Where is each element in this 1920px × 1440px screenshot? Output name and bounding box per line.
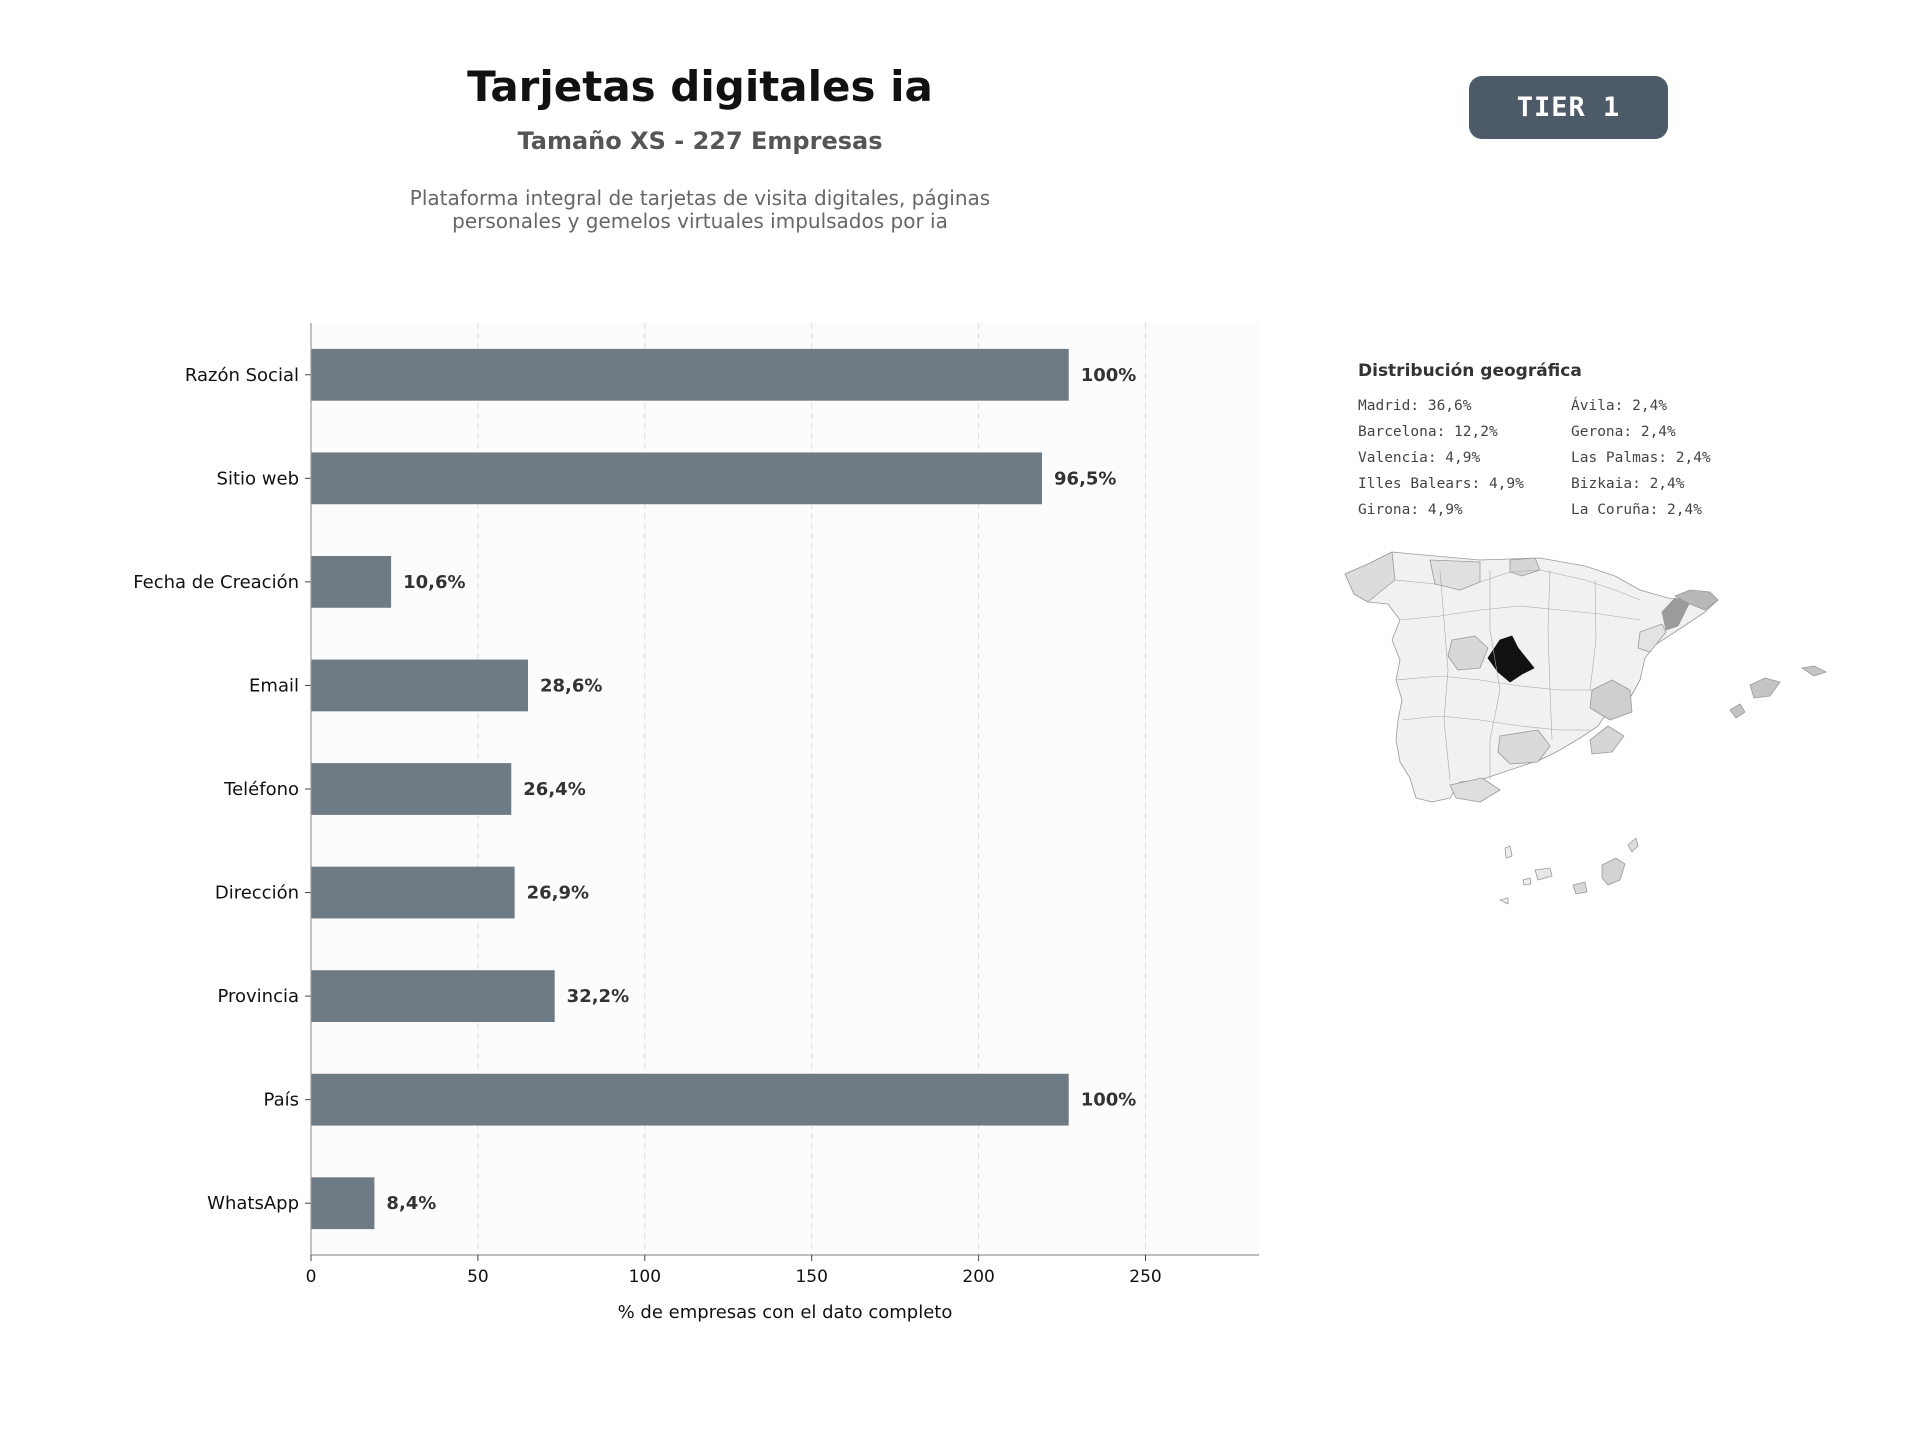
geo-item: La Coruña: 2,4% xyxy=(1571,502,1702,518)
map-island-menorca xyxy=(1801,665,1827,677)
x-tick-label: 0 xyxy=(306,1267,317,1287)
spain-map xyxy=(1344,551,1827,905)
geo-item: Madrid: 36,6% xyxy=(1358,398,1472,414)
geo-item: Girona: 4,9% xyxy=(1358,502,1463,518)
data-label: 100% xyxy=(1081,1090,1137,1111)
bar-chart: Razón Social 100% Sitio web 96,5% Fecha de C… xyxy=(133,323,1259,1323)
map-island-hierro xyxy=(1499,897,1509,905)
map-island-fuerteventura xyxy=(1627,837,1639,853)
map-island-gomera xyxy=(1522,877,1532,886)
data-label: 8,4% xyxy=(386,1193,436,1214)
map-region-jaen xyxy=(1497,729,1551,765)
y-tick-label: País xyxy=(264,1090,299,1111)
y-tick-label: Razón Social xyxy=(185,365,299,386)
y-tick-label: WhatsApp xyxy=(207,1193,299,1214)
description-line-2: personales y gemelos virtuales impulsado… xyxy=(452,209,948,233)
x-tick-label: 100 xyxy=(629,1267,661,1287)
y-tick-label: Sitio web xyxy=(217,468,299,489)
data-label: 32,2% xyxy=(567,986,629,1007)
data-label: 96,5% xyxy=(1054,468,1116,489)
map-island-ibiza xyxy=(1729,703,1746,719)
page-subtitle: Tamaño XS - 227 Empresas xyxy=(517,127,883,155)
map-region-malaga xyxy=(1449,777,1501,803)
map-region-alicante xyxy=(1589,725,1625,755)
data-label: 26,9% xyxy=(527,883,589,904)
map-region-tarragona xyxy=(1637,623,1667,653)
y-tick-label: Fecha de Creación xyxy=(133,572,299,593)
description-line-1: Plataforma integral de tarjetas de visit… xyxy=(409,186,991,210)
map-island-la-palma xyxy=(1504,845,1513,859)
geo-list: Madrid: 36,6% Ávila: 2,4% Barcelona: 12,… xyxy=(1358,398,1758,521)
map-region-girona xyxy=(1674,589,1719,611)
description: Plataforma integral de tarjetas de visit… xyxy=(350,187,1050,233)
data-label: 10,6% xyxy=(403,572,465,593)
bar xyxy=(311,1073,1069,1126)
bar xyxy=(311,1177,375,1230)
map-peninsula xyxy=(1344,551,1719,803)
bar xyxy=(311,348,1069,401)
map-region-las-palmas xyxy=(1601,857,1626,886)
data-label: 100% xyxy=(1081,365,1137,386)
bar xyxy=(311,866,515,919)
bar xyxy=(311,452,1043,505)
map-island-gran-canaria xyxy=(1572,881,1588,895)
bar xyxy=(311,659,528,712)
geo-item: Gerona: 2,4% xyxy=(1571,424,1676,440)
map-region-madrid xyxy=(1487,635,1535,683)
map-region-valencia xyxy=(1589,679,1633,721)
x-tick-label: 50 xyxy=(467,1267,489,1287)
map-region-avila xyxy=(1447,635,1489,671)
geo-item: Ávila: 2,4% xyxy=(1571,398,1668,414)
geo-item: Illes Balears: 4,9% xyxy=(1358,476,1524,492)
y-tick-label: Dirección xyxy=(215,883,299,904)
x-tick-label: 250 xyxy=(1129,1267,1161,1287)
y-tick-label: Email xyxy=(249,675,299,696)
geo-item: Las Palmas: 2,4% xyxy=(1571,450,1711,466)
map-region-baleares xyxy=(1749,677,1781,699)
page-title: Tarjetas digitales ia xyxy=(467,62,933,111)
x-tick-label: 200 xyxy=(962,1267,994,1287)
geo-item: Bizkaia: 2,4% xyxy=(1571,476,1685,492)
map-island-tenerife xyxy=(1534,867,1553,881)
bar xyxy=(311,763,512,815)
bar xyxy=(311,556,392,608)
y-tick-label: Teléfono xyxy=(223,779,299,800)
tier-badge: TIER 1 xyxy=(1469,76,1668,139)
y-tick-label: Provincia xyxy=(217,986,299,1007)
geo-item: Valencia: 4,9% xyxy=(1358,450,1481,466)
data-label: 28,6% xyxy=(540,675,602,696)
geo-item: Barcelona: 12,2% xyxy=(1358,424,1498,440)
bar xyxy=(311,970,555,1022)
x-tick-label: 150 xyxy=(795,1267,827,1287)
x-axis-label: % de empresas con el dato completo xyxy=(618,1302,953,1323)
map-region-coruna xyxy=(1344,551,1396,603)
geo-title: Distribución geográfica xyxy=(1358,361,1582,381)
data-label: 26,4% xyxy=(523,779,585,800)
map-region-barcelona xyxy=(1661,597,1691,631)
